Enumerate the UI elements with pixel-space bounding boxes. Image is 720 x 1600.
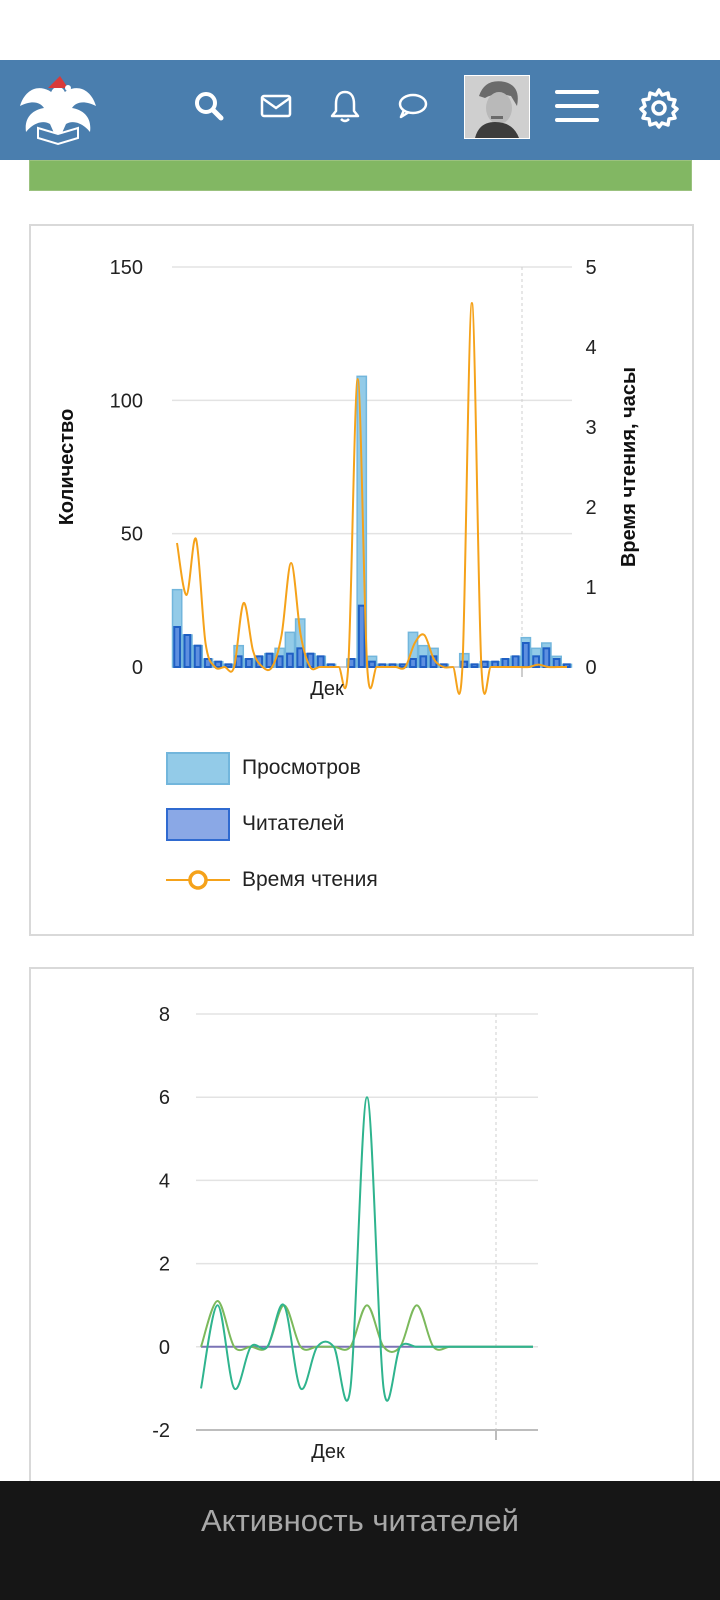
logo-icon[interactable]	[14, 72, 102, 150]
bar-readers	[255, 655, 264, 669]
legend-item-readers[interactable]: Читателей	[166, 806, 344, 842]
bar-readers	[460, 660, 469, 668]
bar-readers	[183, 634, 192, 668]
bottom-bar: Активность читателей	[0, 1481, 720, 1600]
bar-readers	[501, 658, 510, 668]
views-readers-chart: 0 50 100 150 0 1 2 3 4 5 Количество Время чтения, ч…	[56, 257, 640, 700]
views-readers-chart-panel: 0 50 100 150 0 1 2 3 4 5 Количество Время чтения, ч…	[29, 224, 694, 936]
bar-readers	[511, 655, 520, 669]
bar-readers	[193, 644, 202, 668]
bar-readers	[214, 660, 223, 668]
top-navigation-bar	[0, 60, 720, 160]
y-tick-label: 50	[121, 524, 143, 546]
bar-readers	[245, 658, 253, 668]
y2-tick-label: 1	[585, 577, 596, 599]
bar-readers	[275, 655, 284, 669]
activity-chart: -2 0 2 4 6 8 Дек	[152, 1004, 538, 1463]
bar-readers	[316, 655, 325, 669]
line-reading-time	[176, 301, 567, 695]
y-tick-label: 0	[132, 657, 143, 679]
bar-readers	[542, 647, 551, 669]
y2-tick-label: 0	[585, 657, 596, 679]
avatar-photo	[465, 76, 529, 138]
menu-icon[interactable]	[553, 88, 601, 124]
mail-icon[interactable]	[258, 88, 294, 124]
bar-readers	[357, 604, 366, 668]
series-line	[200, 1096, 533, 1402]
y-tick-label: 4	[159, 1170, 170, 1192]
status-banner	[29, 160, 692, 191]
y-tick-label: 150	[110, 257, 143, 279]
legend-item-views[interactable]: Просмотров	[166, 750, 361, 786]
legend-swatch-views	[166, 751, 230, 785]
bottom-bar-title: Активность читателей	[201, 1503, 519, 1538]
bar-readers	[521, 642, 530, 668]
bar-readers	[265, 652, 274, 668]
legend-label-reading-time: Время чтения	[242, 868, 378, 891]
y-tick-label: 2	[159, 1254, 170, 1276]
y-tick-label: 6	[159, 1087, 170, 1109]
bar-readers	[286, 652, 294, 668]
avatar[interactable]	[464, 75, 530, 139]
y-axis-title: Количество	[56, 409, 78, 526]
x-axis-label: Дек	[310, 678, 344, 700]
legend-swatch-readers	[166, 807, 230, 841]
gear-icon[interactable]	[638, 87, 680, 129]
y2-tick-label: 4	[585, 337, 596, 359]
legend-item-reading-time[interactable]: Время чтения	[166, 862, 378, 898]
bar-readers	[368, 660, 376, 668]
bar-readers	[296, 647, 305, 669]
legend-swatch-reading-time	[166, 869, 230, 890]
legend-label-readers: Читателей	[242, 812, 345, 835]
x-axis-label: Дек	[311, 1441, 345, 1463]
bar-readers	[552, 658, 561, 668]
series-line	[200, 1299, 533, 1353]
y2-tick-label: 3	[585, 417, 596, 439]
legend-label-views: Просмотров	[242, 756, 361, 779]
y-tick-label: -2	[152, 1420, 170, 1442]
bar-readers	[532, 655, 540, 669]
bar-readers	[470, 663, 479, 669]
y2-axis-title: Время чтения, часы	[618, 367, 640, 567]
bar-readers	[419, 655, 428, 669]
search-icon[interactable]	[191, 88, 227, 124]
chat-icon[interactable]	[395, 88, 431, 124]
bell-icon[interactable]	[327, 88, 363, 124]
y-tick-label: 100	[110, 390, 143, 412]
y2-tick-label: 2	[585, 497, 596, 519]
bar-readers	[409, 658, 417, 668]
bar-readers	[173, 626, 181, 668]
y-tick-label: 0	[159, 1337, 170, 1359]
y-tick-label: 8	[159, 1004, 170, 1026]
bar-readers	[480, 660, 489, 668]
y2-tick-label: 5	[585, 257, 596, 279]
bar-readers	[224, 663, 233, 669]
activity-chart-panel: -2 0 2 4 6 8 Дек	[29, 967, 694, 1487]
